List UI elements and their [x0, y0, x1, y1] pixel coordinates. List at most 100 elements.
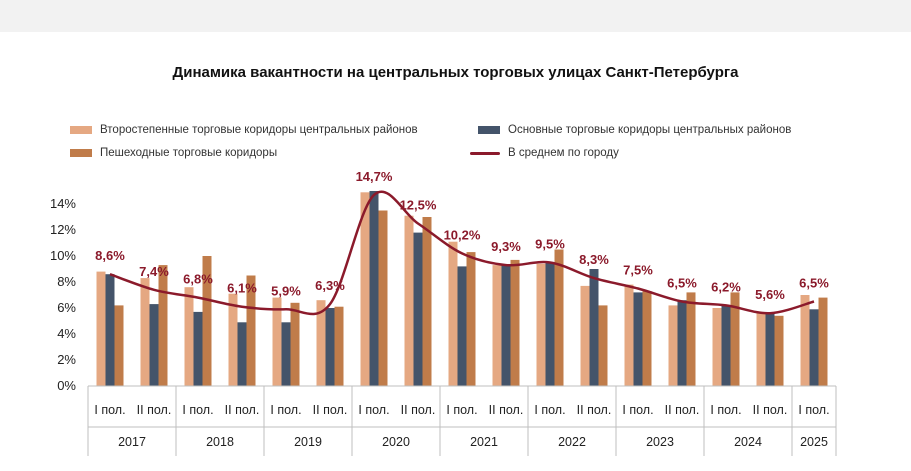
- bar-main: [149, 304, 159, 386]
- y-tick-label: 2%: [57, 352, 76, 367]
- x-tick-label: I пол.: [94, 403, 125, 417]
- x-tick-label: I пол.: [798, 403, 829, 417]
- legend-swatch-pedestrian: [70, 149, 92, 157]
- bar-main: [765, 313, 775, 386]
- legend-item-main: Основные торговые коридоры центральных р…: [478, 124, 791, 136]
- year-label: 2021: [470, 435, 498, 449]
- x-tick-label: II пол.: [313, 403, 348, 417]
- bar-pedestrian: [818, 297, 828, 386]
- bar-pedestrian: [774, 315, 784, 386]
- bar-pedestrian: [422, 217, 432, 386]
- x-tick-label: II пол.: [225, 403, 260, 417]
- y-tick-label: 12%: [50, 222, 76, 237]
- bar-pedestrian: [510, 259, 520, 386]
- x-tick-label: I пол.: [270, 403, 301, 417]
- year-label: 2024: [734, 435, 762, 449]
- average-data-label: 5,9%: [271, 283, 301, 298]
- bar-secondary: [448, 241, 458, 386]
- year-label: 2017: [118, 435, 146, 449]
- bar-pedestrian: [114, 305, 124, 386]
- y-tick-label: 14%: [50, 196, 76, 211]
- bar-main: [457, 266, 467, 386]
- average-data-label: 8,6%: [95, 248, 125, 263]
- x-tick-label: I пол.: [182, 403, 213, 417]
- bar-main: [193, 311, 203, 386]
- legend-label-main: Основные торговые коридоры центральных р…: [508, 124, 792, 136]
- bar-main: [589, 269, 599, 386]
- bar-main: [677, 300, 687, 386]
- year-label: 2019: [294, 435, 322, 449]
- bar-main: [369, 191, 379, 386]
- bar-pedestrian: [334, 306, 344, 386]
- y-tick-label: 8%: [57, 274, 76, 289]
- y-tick-label: 6%: [57, 300, 76, 315]
- bar-secondary: [536, 263, 546, 386]
- legend-item-secondary: Второстепенные торговые коридоры централ…: [70, 124, 418, 136]
- bar-secondary: [140, 278, 150, 386]
- bar-pedestrian: [378, 210, 388, 386]
- average-data-label: 6,1%: [227, 281, 257, 296]
- average-data-label: 6,5%: [667, 276, 697, 291]
- average-data-label: 6,5%: [799, 276, 829, 291]
- bar-secondary: [96, 271, 106, 386]
- bar-secondary: [624, 284, 634, 386]
- bar-pedestrian: [730, 292, 740, 386]
- bar-pedestrian: [598, 305, 608, 386]
- bar-pedestrian: [642, 291, 652, 386]
- average-data-label: 6,2%: [711, 279, 741, 294]
- bar-secondary: [492, 265, 502, 386]
- legend-item-pedestrian: Пешеходные торговые коридоры: [70, 147, 277, 159]
- average-data-label: 6,8%: [183, 272, 213, 287]
- year-label: 2018: [206, 435, 234, 449]
- average-data-label: 10,2%: [444, 227, 481, 242]
- bar-main: [809, 309, 819, 386]
- average-line: [109, 190, 815, 316]
- bar-main: [281, 322, 291, 386]
- bar-secondary: [272, 297, 282, 386]
- bar-pedestrian: [158, 265, 168, 386]
- bar-pedestrian: [554, 249, 564, 386]
- year-label: 2020: [382, 435, 410, 449]
- bar-main: [105, 274, 115, 386]
- average-data-label: 6,3%: [315, 278, 345, 293]
- x-tick-label: I пол.: [446, 403, 477, 417]
- bar-main: [325, 308, 335, 386]
- bar-secondary: [800, 295, 810, 386]
- average-data-label: 5,6%: [755, 287, 785, 302]
- bar-pedestrian: [686, 292, 696, 386]
- y-tick-label: 0%: [57, 378, 76, 393]
- bar-secondary: [712, 308, 722, 386]
- y-tick-label: 10%: [50, 248, 76, 263]
- average-data-label: 14,7%: [356, 169, 393, 184]
- bar-main: [237, 322, 247, 386]
- bar-secondary: [668, 305, 678, 386]
- bar-secondary: [228, 293, 238, 386]
- year-label: 2023: [646, 435, 674, 449]
- bar-secondary: [404, 215, 414, 386]
- legend-label-pedestrian: Пешеходные торговые коридоры: [100, 147, 278, 159]
- bar-main: [545, 262, 555, 386]
- average-data-label: 7,5%: [623, 263, 653, 278]
- average-data-label: 8,3%: [579, 252, 609, 267]
- bar-secondary: [580, 285, 590, 386]
- bar-pedestrian: [202, 256, 212, 386]
- bar-secondary: [184, 287, 194, 386]
- bar-main: [633, 292, 643, 386]
- y-tick-label: 4%: [57, 326, 76, 341]
- x-tick-label: II пол.: [401, 403, 436, 417]
- average-data-label: 12,5%: [400, 198, 437, 213]
- x-tick-label: II пол.: [489, 403, 524, 417]
- top-band: [0, 0, 911, 32]
- year-label: 2025: [800, 435, 828, 449]
- legend-item-average: В среднем по городу: [470, 147, 619, 159]
- x-tick-label: II пол.: [577, 403, 612, 417]
- x-tick-label: II пол.: [665, 403, 700, 417]
- x-tick-label: I пол.: [358, 403, 389, 417]
- bar-main: [413, 232, 423, 386]
- bar-secondary: [316, 300, 326, 386]
- x-tick-label: II пол.: [753, 403, 788, 417]
- year-label: 2022: [558, 435, 586, 449]
- bar-pedestrian: [290, 302, 300, 386]
- legend-label-average: В среднем по городу: [508, 147, 619, 159]
